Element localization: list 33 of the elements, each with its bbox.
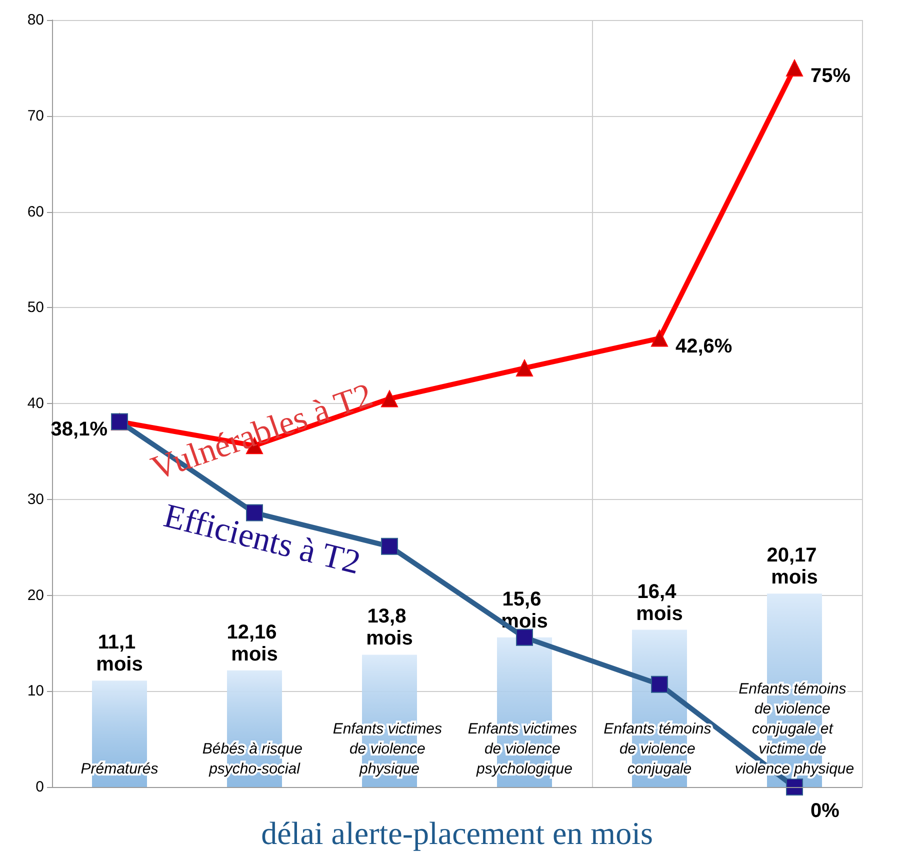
y-tick-label: 80	[27, 12, 44, 28]
data-label: 16,4 mois	[636, 580, 683, 625]
y-tick-label: 30	[27, 490, 44, 508]
data-label: 11,1 mois	[96, 632, 143, 676]
x-tick-label: Enfants victimes de violence physique	[332, 720, 446, 778]
y-tick-label: 70	[27, 107, 44, 124]
point	[516, 628, 533, 646]
y-tick-label: 10	[27, 682, 44, 700]
x-axis-title: délai alerte-placement en mois	[261, 815, 653, 851]
annotation: 38,1%	[50, 418, 108, 441]
annotation: 42,6%	[676, 335, 732, 358]
data-label: 12,16 mois	[226, 621, 282, 666]
data-label: 13,8 mois	[366, 606, 413, 650]
point	[651, 676, 668, 693]
text: Efficients à T2	[160, 497, 364, 582]
x-tick-label: Bébés à risque psycho-social	[202, 740, 307, 778]
annotation: 75%	[810, 64, 851, 87]
y-tick-label: 0	[36, 778, 44, 796]
data-label: 20,17 mois	[766, 544, 822, 589]
y-tick-label: 50	[27, 299, 44, 316]
y-tick-label: 40	[27, 395, 44, 412]
point	[381, 538, 398, 555]
annotation: 0%	[810, 800, 840, 822]
point	[381, 390, 398, 408]
x-tick-label: Enfants témoins de violence conjugale	[604, 720, 716, 778]
y-tick-label: 20	[27, 586, 44, 604]
point	[786, 778, 803, 796]
x-tick-label: Prématurés	[80, 760, 159, 778]
y-tick-label: 60	[27, 203, 44, 220]
point	[516, 360, 533, 377]
point	[651, 330, 668, 347]
point	[786, 59, 803, 76]
x-tick-label: Enfants victimes de violence psychologique	[468, 720, 582, 778]
